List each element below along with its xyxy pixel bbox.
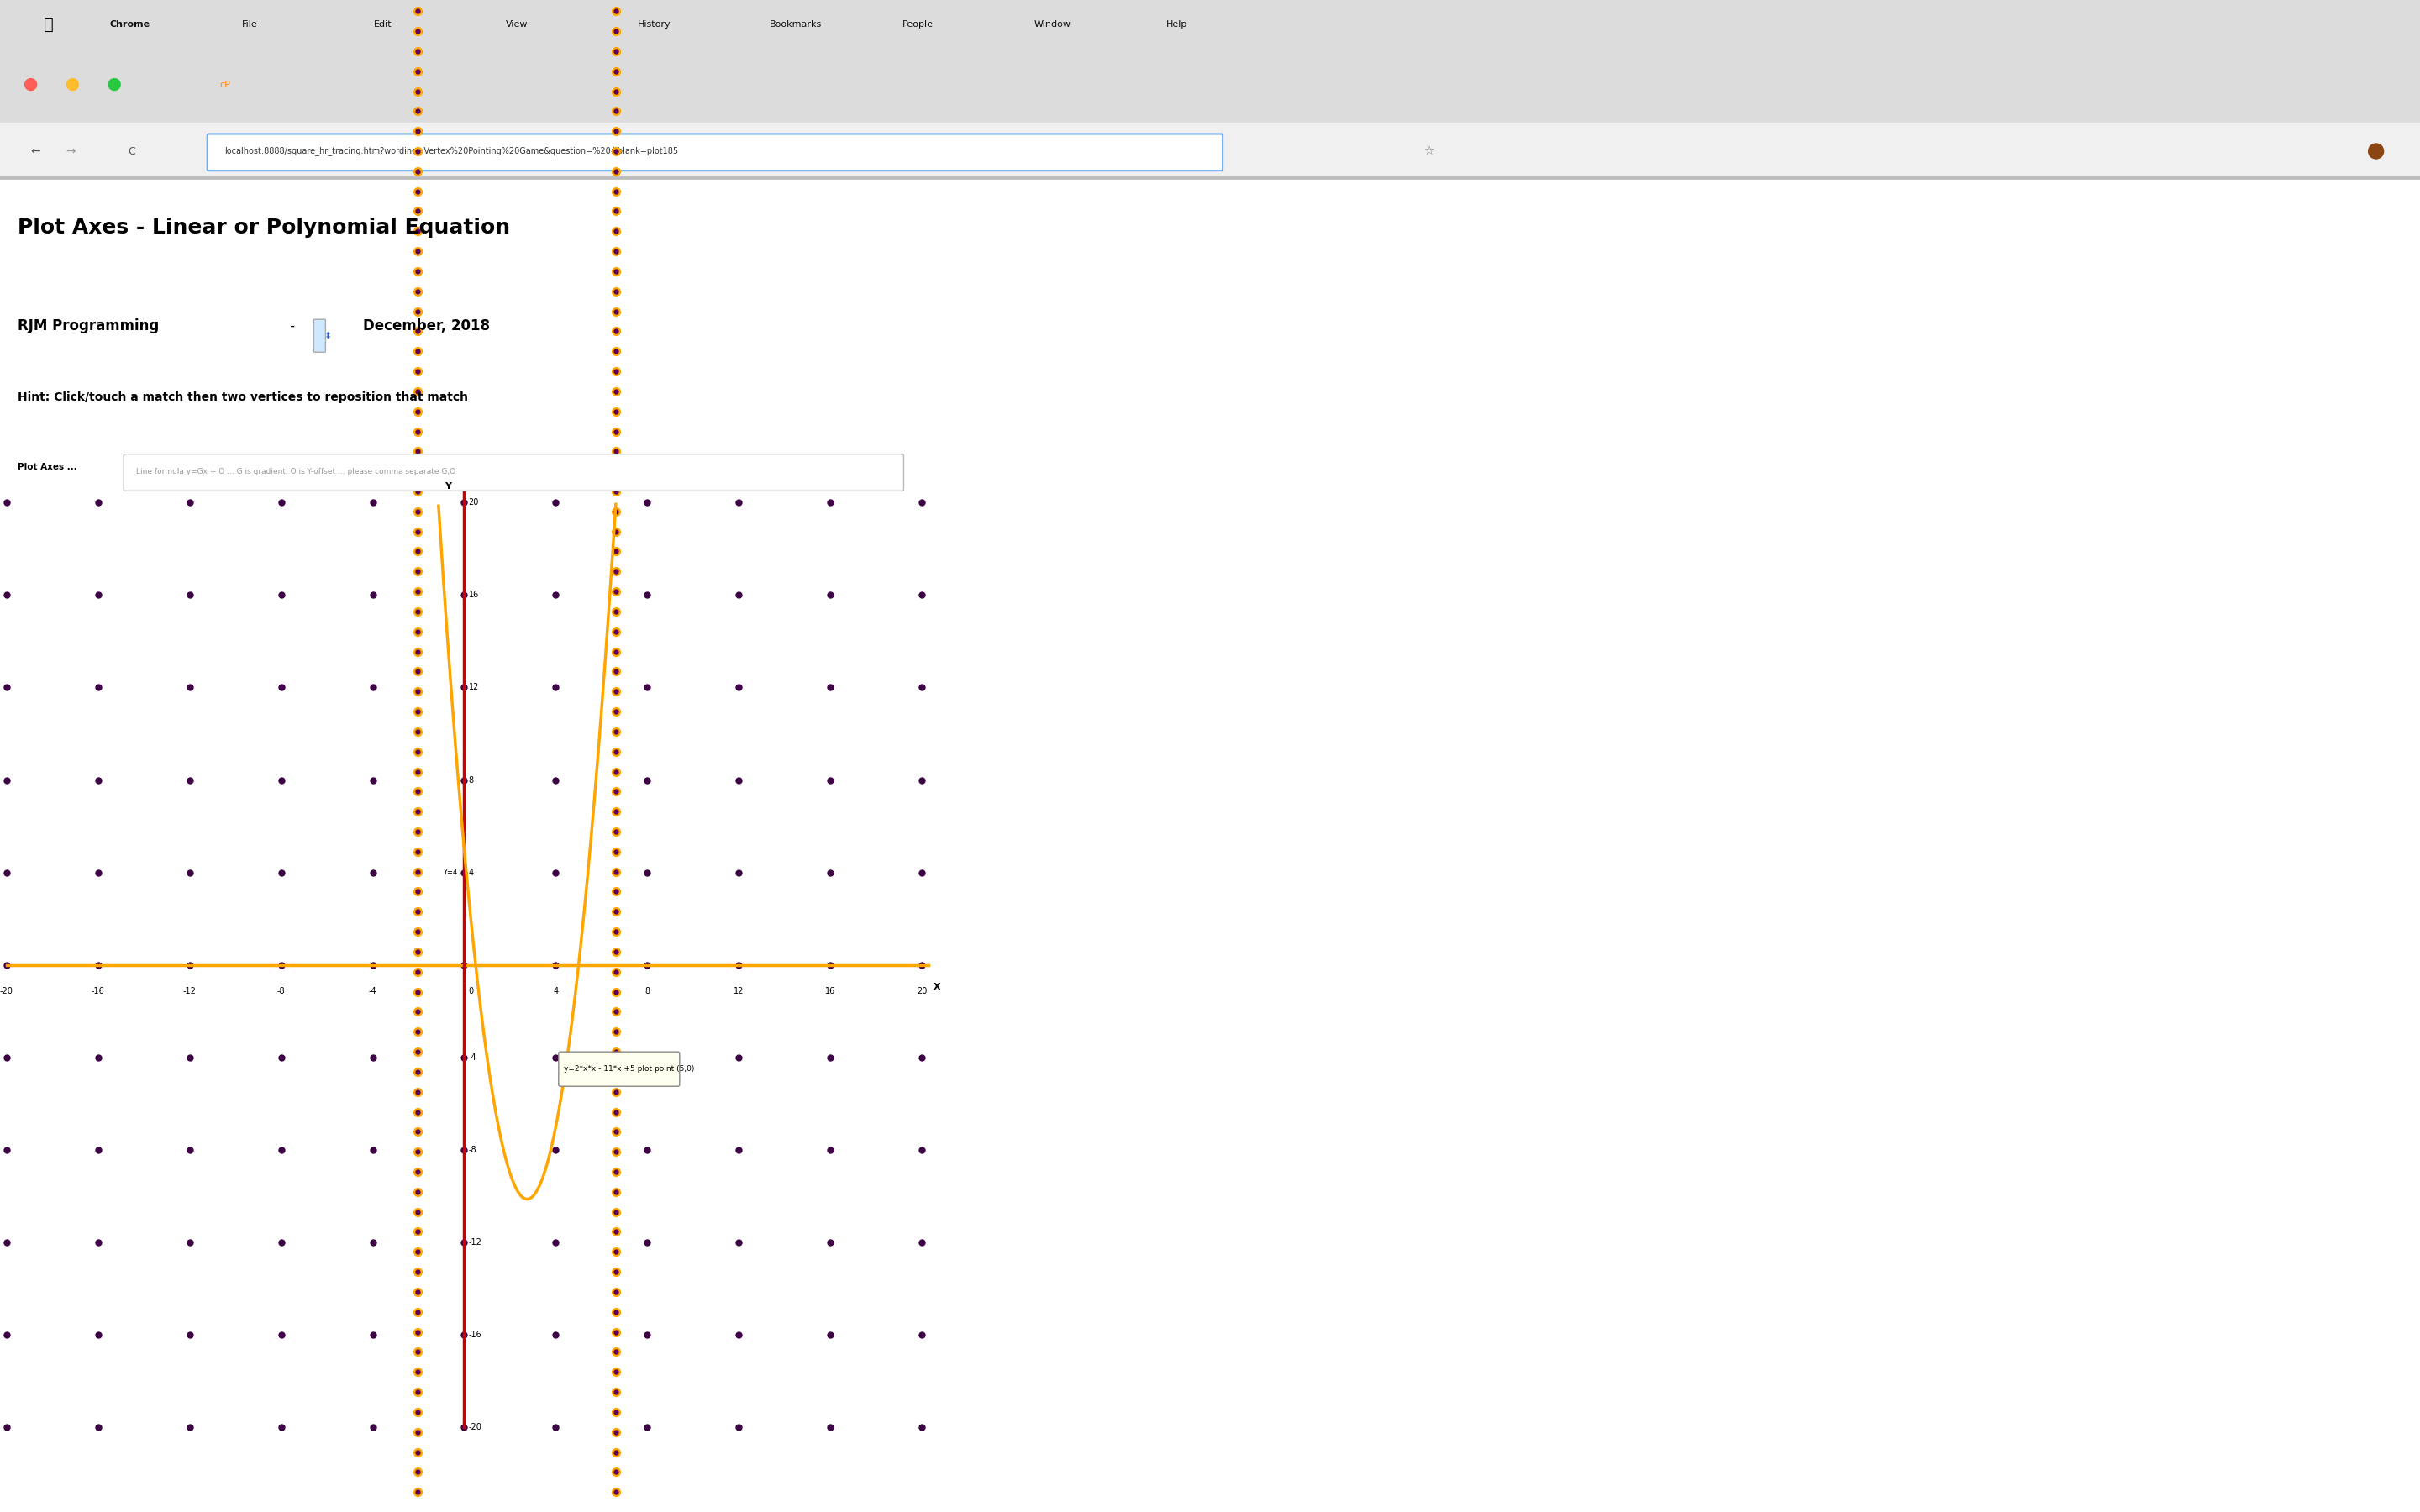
Text: Edit: Edit (375, 20, 392, 29)
Text: 16: 16 (469, 591, 479, 599)
Text: -20: -20 (469, 1423, 482, 1432)
Text: File: File (242, 20, 259, 29)
Text: localhost:8888/square_hr_tracing.htm?wording=Vertex%20Pointing%20Game&question=%: localhost:8888/square_hr_tracing.htm?wor… (225, 147, 678, 156)
Circle shape (2369, 144, 2384, 159)
Text: C: C (128, 145, 136, 157)
Text: View: View (506, 20, 528, 29)
Bar (0, 178, 2420, 1512)
Text: -16: -16 (469, 1331, 482, 1340)
Text: -4: -4 (368, 987, 378, 995)
Text: -8: -8 (278, 987, 286, 995)
Text: -20: -20 (0, 987, 12, 995)
Text: 12: 12 (733, 987, 743, 995)
Circle shape (68, 79, 77, 91)
Text: cP: cP (220, 80, 230, 89)
Text: History: History (639, 20, 670, 29)
Text: 20: 20 (917, 987, 927, 995)
Text: -16: -16 (92, 987, 104, 995)
Text: ⬍: ⬍ (324, 331, 332, 340)
Circle shape (24, 79, 36, 91)
Text: December, 2018: December, 2018 (363, 318, 489, 333)
FancyBboxPatch shape (208, 135, 1222, 171)
Text: -12: -12 (184, 987, 196, 995)
FancyBboxPatch shape (315, 319, 327, 352)
Text: Hint: Click/touch a match then two vertices to reposition that match: Hint: Click/touch a match then two verti… (17, 392, 467, 404)
Text: RJM Programming: RJM Programming (17, 318, 160, 333)
Text: Plot Axes - Linear or Polynomial Equation: Plot Axes - Linear or Polynomial Equatio… (17, 218, 511, 237)
Text: →: → (65, 145, 75, 157)
Text: Y=4: Y=4 (443, 869, 457, 877)
Text: -12: -12 (469, 1238, 482, 1247)
Text: 8: 8 (469, 776, 474, 785)
Text: Chrome: Chrome (109, 20, 150, 29)
Text: Line formula y=Gx + O ... G is gradient, O is Y-offset ... please comma separate: Line formula y=Gx + O ... G is gradient,… (136, 467, 455, 475)
Text: Window: Window (1033, 20, 1072, 29)
Text: People: People (903, 20, 934, 29)
Bar (0, 0, 2420, 48)
Text: Y: Y (445, 482, 450, 491)
Text: 4: 4 (554, 987, 559, 995)
Text: 20: 20 (469, 499, 479, 507)
Text: 🍎: 🍎 (44, 17, 53, 32)
Text: X: X (934, 983, 941, 992)
Text: -4: -4 (469, 1054, 477, 1061)
Text: -: - (286, 318, 300, 333)
Text: 8: 8 (644, 987, 651, 995)
Text: Bookmarks: Bookmarks (770, 20, 823, 29)
Text: 12: 12 (469, 683, 479, 691)
FancyBboxPatch shape (559, 1052, 680, 1086)
Text: y=2*x*x - 11*x +5 plot point (5,0): y=2*x*x - 11*x +5 plot point (5,0) (564, 1066, 695, 1074)
Text: 4: 4 (469, 868, 474, 877)
Text: 0: 0 (469, 987, 474, 995)
Text: Plot Axes ...: Plot Axes ... (17, 463, 77, 470)
Text: Help: Help (1166, 20, 1188, 29)
FancyBboxPatch shape (123, 454, 903, 491)
Text: 16: 16 (825, 987, 835, 995)
Bar (0, 122, 2420, 178)
Text: -8: -8 (469, 1146, 477, 1154)
Text: ←: ← (31, 145, 41, 157)
Bar (0, 48, 2420, 122)
Text: ☆: ☆ (1423, 145, 1435, 157)
Circle shape (109, 79, 121, 91)
